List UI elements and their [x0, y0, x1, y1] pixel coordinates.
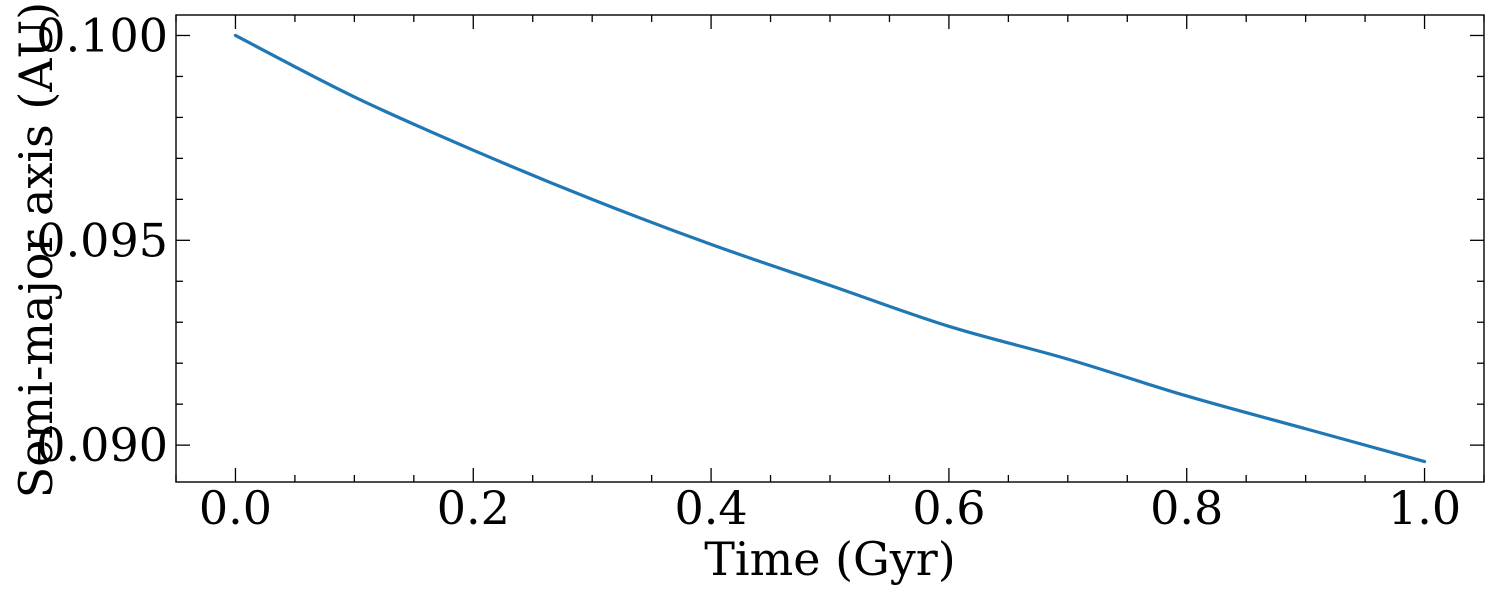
plot-frame — [175, 14, 1485, 483]
x-tick-label: 0.4 — [675, 481, 748, 535]
x-tick-label: 0.8 — [1150, 481, 1223, 535]
series-line-0 — [233, 33, 1427, 464]
x-axis-label: Time (Gyr) — [704, 532, 955, 586]
y-tick-label: 0.100 — [36, 8, 168, 62]
x-tick-label: 1.0 — [1388, 481, 1461, 535]
tick-labels: 0.0 0.2 0.4 0.6 0.8 1.0 0.090 0.095 0.100 — [36, 8, 1461, 535]
y-tick-label: 0.095 — [36, 213, 168, 267]
x-tick-label: 0.0 — [199, 481, 272, 535]
y-tick-label: 0.090 — [36, 418, 168, 472]
series — [233, 33, 1427, 464]
ticks — [175, 15, 1485, 482]
y-axis-label: Semi-major axis (AU) — [9, 2, 63, 498]
x-tick-label: 0.6 — [912, 481, 985, 535]
x-tick-label: 0.2 — [437, 481, 510, 535]
